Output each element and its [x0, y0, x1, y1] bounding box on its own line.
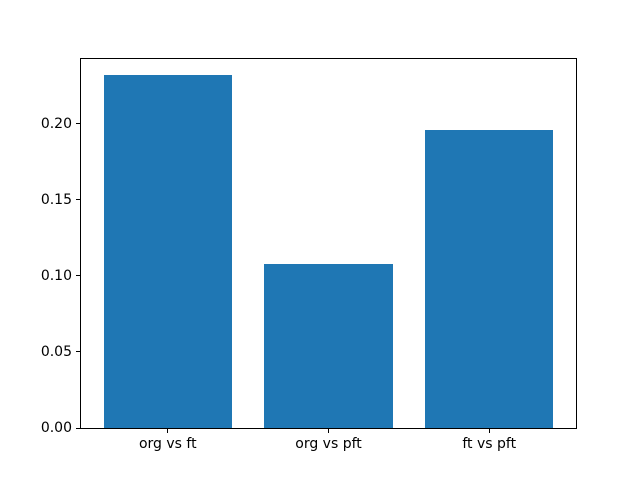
bar	[103, 75, 233, 428]
y-tick-mark	[76, 199, 81, 201]
x-tick-mark	[328, 428, 329, 433]
x-tick-label: org vs ft	[138, 436, 197, 452]
y-tick-label: 0.10	[40, 267, 72, 284]
bar	[264, 263, 393, 428]
y-tick-mark	[76, 123, 81, 125]
y-tick-label: 0.20	[40, 115, 72, 132]
y-tick-mark	[76, 351, 81, 353]
plot-area: 0.00 0.05 0.10 0.15 0.20 org vs ft org vs pft f…	[41, 58, 577, 451]
x-tick-label: ft vs pft	[462, 436, 517, 452]
y-tick-mark	[76, 427, 81, 429]
y-tick-label: 0.05	[40, 343, 72, 360]
x-tick-mark	[488, 428, 490, 433]
y-tick-mark	[76, 275, 81, 277]
bar	[424, 129, 554, 428]
x-tick-label: org vs pft	[295, 436, 362, 452]
y-tick-label: 0.15	[40, 191, 72, 208]
y-tick-label: 0.00	[40, 420, 72, 436]
x-tick-mark	[167, 428, 169, 433]
